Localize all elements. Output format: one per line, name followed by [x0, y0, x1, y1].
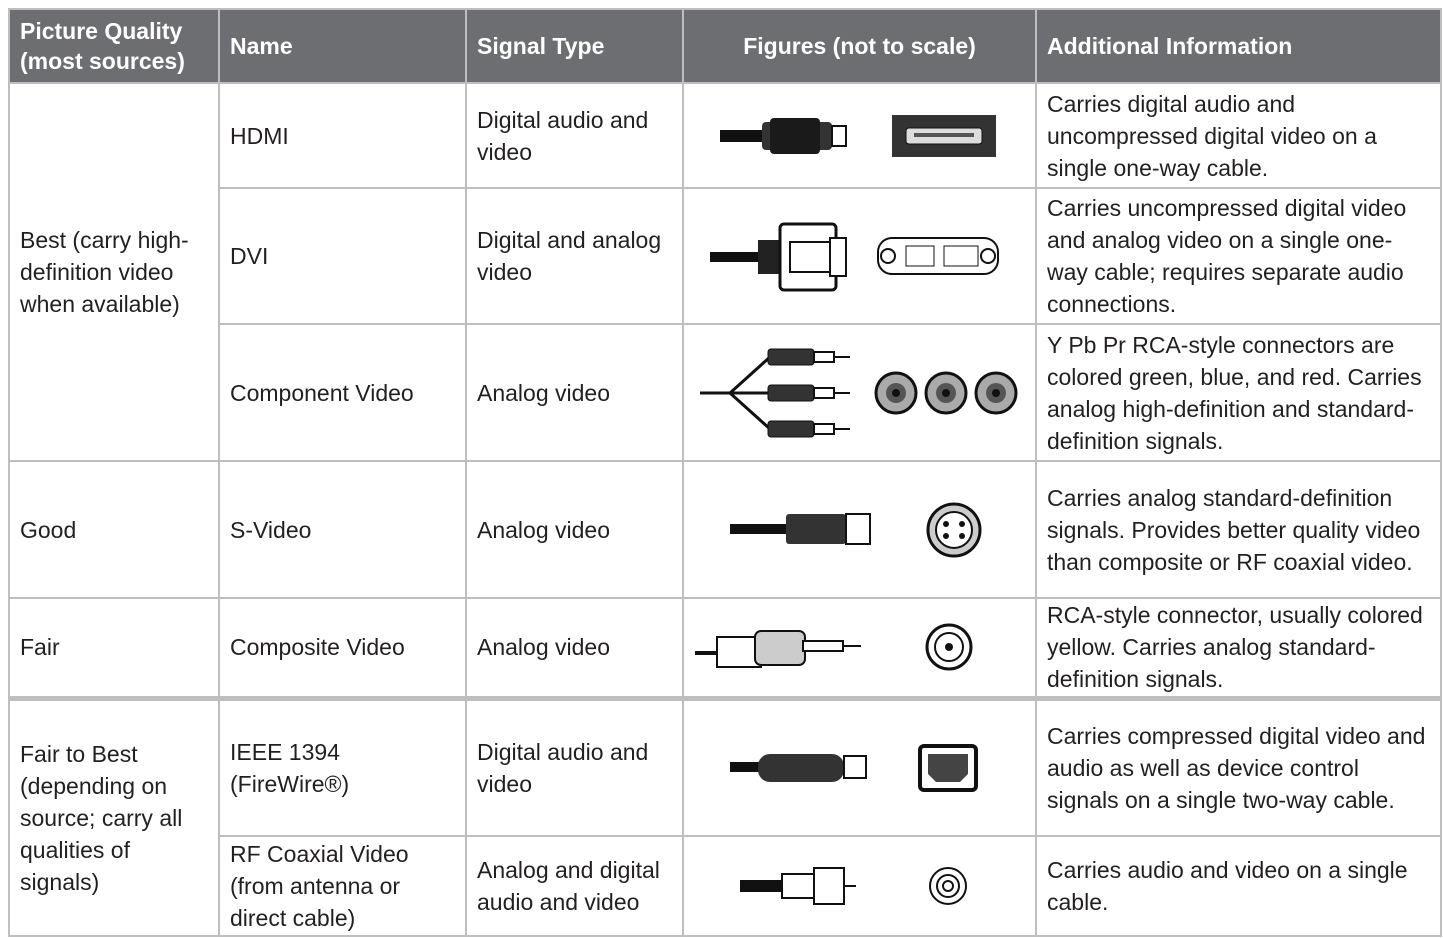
quality-cell: Good — [8, 460, 220, 599]
row: Fair Composite Video Analog video RCA-st… — [8, 597, 1442, 699]
row: RF Coaxial Video (from antenna or direct… — [9, 835, 1442, 937]
info-cell: Y Pb Pr RCA-style connectors are colored… — [1035, 323, 1442, 462]
header-cell: Picture Quality (most sources) — [8, 8, 220, 84]
header-row: Picture Quality (most sources) Name Sign… — [8, 8, 1442, 84]
info-cell: Carries uncompressed digital video and a… — [1035, 187, 1442, 325]
info-cell: Carries digital audio and uncompressed d… — [1035, 82, 1442, 189]
info-cell: Carries compressed digital video and aud… — [1035, 695, 1442, 837]
figure-cell — [682, 460, 1037, 599]
figure-cell — [682, 835, 1037, 937]
info-cell: Carries analog standard-definition signa… — [1035, 460, 1442, 599]
row: Best (carry high-definition video when a… — [8, 82, 1442, 462]
signal-cell: Digital and analog video — [465, 187, 684, 325]
connection-table: Picture Quality (most sources) Name Sign… — [8, 8, 1442, 937]
signal-cell: Digital audio and video — [465, 82, 684, 189]
info-cell: RCA-style connector, usually colored yel… — [1035, 597, 1442, 699]
row: DVI Digital and analog video Carries unc… — [9, 187, 1442, 325]
info-cell: Carries audio and video on a single cabl… — [1035, 835, 1442, 937]
header-cell: Name — [218, 8, 467, 84]
s-video-figure — [729, 502, 981, 557]
figure-cell — [682, 82, 1037, 189]
figure-cell — [682, 695, 1037, 837]
name-cell: RF Coaxial Video (from antenna or direct… — [218, 835, 467, 937]
signal-cell: Analog video — [465, 597, 684, 699]
dvi-figure — [709, 222, 999, 292]
name-cell: DVI — [218, 187, 467, 325]
rf-coax-figure — [739, 867, 967, 905]
quality-cell: Fair — [8, 597, 220, 699]
name-cell: Composite Video — [218, 597, 467, 699]
figure-cell — [682, 187, 1037, 325]
hdmi-figure — [719, 114, 996, 157]
quality-cell: Best (carry high-definition video when a… — [8, 82, 220, 462]
header-cell: Figures (not to scale) — [682, 8, 1037, 84]
signal-cell: Digital audio and video — [465, 695, 684, 837]
name-cell: Component Video — [218, 323, 467, 462]
name-cell: IEEE 1394 (FireWire®) — [218, 695, 467, 837]
component-figure — [699, 348, 1017, 437]
figure-cell — [682, 597, 1037, 699]
quality-cell: Fair to Best (depending on source; carry… — [8, 695, 220, 937]
row: Fair to Best (depending on source; carry… — [8, 695, 1442, 937]
figure-cell — [682, 323, 1037, 462]
header-cell: Signal Type — [465, 8, 684, 84]
signal-cell: Analog video — [465, 460, 684, 599]
firewire-figure — [729, 743, 978, 792]
signal-cell: Analog video — [465, 323, 684, 462]
name-cell: S-Video — [218, 460, 467, 599]
header-cell: Additional Information — [1035, 8, 1442, 84]
row: Component Video Analog video Y Pb Pr RCA… — [9, 323, 1442, 462]
row: Good S-Video Analog video Carries analog… — [8, 460, 1442, 599]
composite-figure — [694, 623, 972, 671]
name-cell: HDMI — [218, 82, 467, 189]
signal-cell: Analog and digital audio and video — [465, 835, 684, 937]
